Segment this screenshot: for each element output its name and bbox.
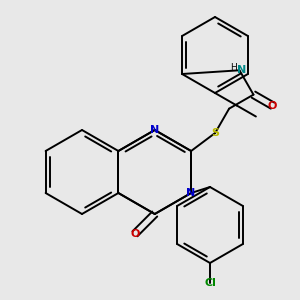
Text: N: N: [150, 125, 159, 135]
Text: Cl: Cl: [204, 278, 216, 288]
Text: N: N: [187, 188, 196, 198]
Text: O: O: [268, 100, 277, 111]
Text: H: H: [230, 63, 237, 72]
Text: S: S: [211, 128, 219, 138]
Text: O: O: [130, 229, 140, 239]
Text: N: N: [237, 65, 246, 75]
